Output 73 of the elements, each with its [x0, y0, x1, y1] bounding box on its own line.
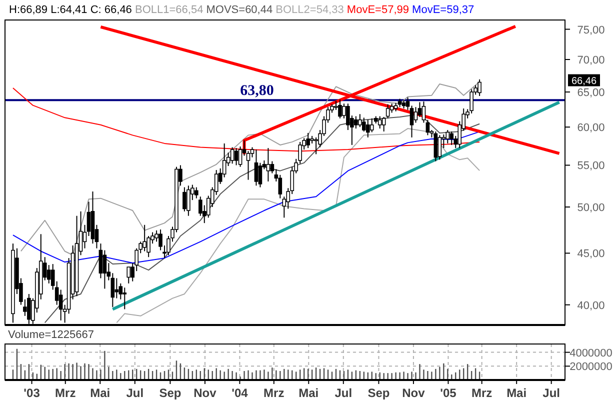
candlestick — [254, 149, 258, 186]
line-series — [12, 131, 480, 264]
line-series — [20, 81, 480, 256]
candlestick — [306, 132, 310, 149]
candlestick — [110, 272, 115, 308]
x-tick-label: Mai — [298, 386, 319, 400]
candlestick — [370, 118, 374, 133]
candlestick — [122, 287, 127, 310]
x-tick-label: Sep — [159, 386, 182, 400]
candlestick — [358, 114, 362, 128]
candlestick — [194, 186, 198, 199]
x-tick-label: '05 — [440, 386, 457, 400]
candlestick — [278, 174, 282, 199]
y-tick-label: 60,00 — [577, 122, 605, 134]
candlestick — [422, 101, 426, 124]
candlestick — [238, 146, 242, 168]
y-tick-label: 45,00 — [577, 248, 605, 260]
candlestick — [438, 134, 442, 160]
candlestick — [354, 116, 358, 130]
candlestick — [182, 186, 186, 212]
candlestick — [186, 185, 190, 216]
candlestick — [382, 116, 386, 132]
candlestick — [126, 266, 131, 284]
x-tick-label: Jul — [126, 386, 144, 400]
line-series — [116, 128, 480, 324]
candlestick — [234, 148, 238, 166]
candlestick — [434, 130, 438, 162]
candlestick — [378, 116, 382, 130]
candlestick — [102, 250, 107, 290]
chart-title: Volume=1225667 — [8, 329, 94, 341]
candlestick — [418, 102, 422, 118]
text: H:66,89 L:64,41 — [9, 4, 90, 16]
candlestick — [114, 278, 119, 299]
text: MOVS=60,44 — [206, 4, 276, 16]
candlestick — [266, 148, 270, 182]
x-tick-label: Mrz — [471, 386, 492, 400]
x-tick-label: '04 — [232, 386, 248, 400]
candlestick — [338, 98, 342, 119]
candlestick — [366, 119, 370, 138]
y-tick-label: 75,00 — [577, 24, 605, 36]
y-tick-label: 2000000 — [570, 361, 612, 374]
x-tick-label: Mai — [506, 386, 527, 400]
candlestick — [314, 136, 318, 155]
x-tick-label: '03 — [24, 386, 40, 400]
text: BOLL2=54,33 — [276, 4, 347, 16]
text: 66,46 — [571, 76, 597, 88]
candlestick — [426, 119, 430, 136]
candlestick — [450, 130, 454, 146]
x-tick-label: Mrz — [55, 386, 76, 400]
text: MovE=59,37 — [412, 4, 478, 16]
y-tick-label: 4000000 — [570, 347, 612, 360]
candlestick — [258, 162, 262, 188]
y-tick-label: 65,00 — [577, 86, 605, 99]
text: MovE=57,99 — [346, 4, 412, 16]
x-tick-label: Jul — [542, 386, 560, 400]
x-tick-label: Nov — [402, 386, 426, 400]
x-tick-label: Jul — [334, 386, 352, 400]
text: BOLL1=66,54 — [134, 4, 206, 16]
x-tick-label: Nov — [194, 386, 217, 400]
y-tick-label: 70,00 — [577, 54, 605, 66]
ref-line-label: 63,80 — [240, 83, 274, 100]
x-tick-label: Mai — [90, 386, 110, 400]
text: C: 66,46 — [90, 4, 135, 16]
candlestick — [386, 104, 390, 119]
x-tick-label: Sep — [368, 386, 390, 400]
y-tick-label: 50,00 — [577, 202, 605, 214]
candlestick — [478, 78, 482, 96]
candlestick — [142, 224, 146, 252]
x-tick-label: Mrz — [264, 386, 284, 400]
y-tick-label: 40,00 — [577, 300, 605, 312]
candlestick — [230, 146, 234, 164]
y-tick-label: 55,00 — [577, 160, 605, 172]
candlestick — [446, 130, 450, 144]
